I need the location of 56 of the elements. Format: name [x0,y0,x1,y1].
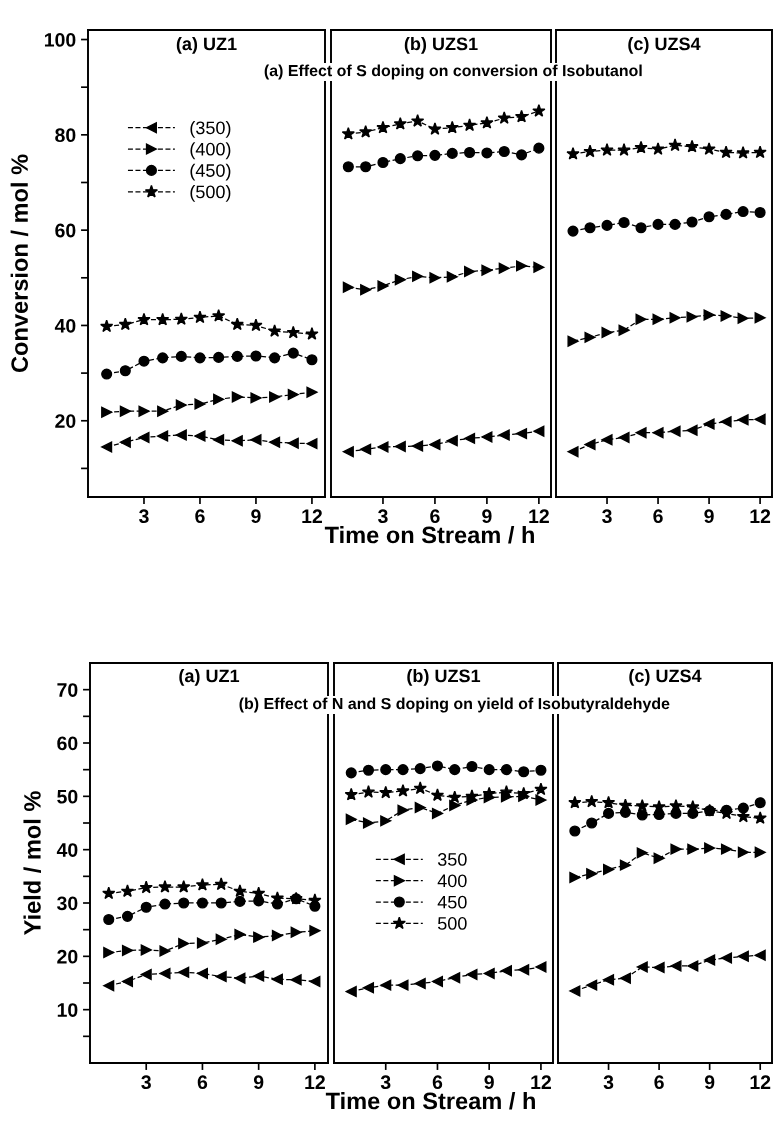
legend-label: (350) [190,120,231,138]
chart-title: (b) UZS1 [404,37,478,54]
x-tick-label: 3 [378,509,388,524]
x-axis-title: Time on Stream / h [325,1091,535,1110]
y-tick-label: 100 [44,33,76,47]
x-tick-label: 12 [750,509,771,523]
x-tick-label: 12 [302,509,322,523]
chart-title: (a) UZ1 [176,37,237,54]
x-tick-label: 6 [197,1075,208,1090]
x-tick-label: 12 [750,1075,771,1089]
x-axis-title: Time on Stream / h [324,525,534,544]
x-tick-label: 6 [654,1075,664,1090]
legend-label: (500) [190,185,231,202]
y-tick-label: 20 [57,949,78,964]
y-axis-title: Yield / mol % [23,791,42,935]
chart-title: (c) UZS4 [629,669,702,686]
y-axis-title: Conversion / mol % [10,154,29,373]
y-tick-label: 40 [54,318,76,333]
legend-label: 500 [437,917,467,930]
legend-label: 350 [437,853,467,866]
x-tick-label: 6 [432,1075,443,1090]
legend-label: 400 [437,874,467,888]
x-tick-label: 3 [139,509,149,524]
x-tick-label: 3 [602,509,612,524]
y-tick-label: 30 [57,896,78,911]
y-tick-label: 10 [57,1003,78,1017]
x-tick-label: 3 [141,1075,151,1090]
x-tick-label: 12 [531,1075,551,1089]
x-tick-label: 9 [251,509,261,524]
x-tick-label: 9 [704,1075,715,1090]
legend-label: 450 [437,895,467,909]
chart-title: (a) UZ1 [179,669,240,686]
x-tick-label: 9 [704,509,714,524]
chart-title: (b) UZS1 [407,669,481,686]
x-tick-label: 6 [430,509,440,524]
legend-label: (400) [190,142,231,160]
y-tick-label: 80 [55,128,76,143]
annotation: (b) Effect of N and S doping on yield of Isobutyraldehyde [239,697,670,713]
legend-label: (450) [190,163,231,181]
y-tick-label: 70 [57,683,78,697]
y-tick-label: 40 [56,843,78,857]
y-tick-label: 20 [55,414,76,428]
x-tick-label: 3 [380,1075,391,1090]
x-tick-label: 3 [603,1075,614,1090]
x-tick-label: 6 [195,509,205,524]
y-tick-label: 60 [55,223,76,238]
x-tick-label: 12 [529,509,549,523]
y-tick-label: 50 [57,789,78,804]
x-tick-label: 9 [484,1075,494,1090]
annotation: (a) Effect of S doping on conversion of Isobutanol [264,64,642,80]
x-tick-label: 9 [482,509,492,524]
x-tick-label: 9 [253,1075,264,1090]
y-tick-label: 60 [57,736,78,751]
chart-title: (c) UZS4 [628,37,701,54]
x-tick-label: 12 [305,1075,325,1089]
x-tick-label: 6 [653,509,663,524]
